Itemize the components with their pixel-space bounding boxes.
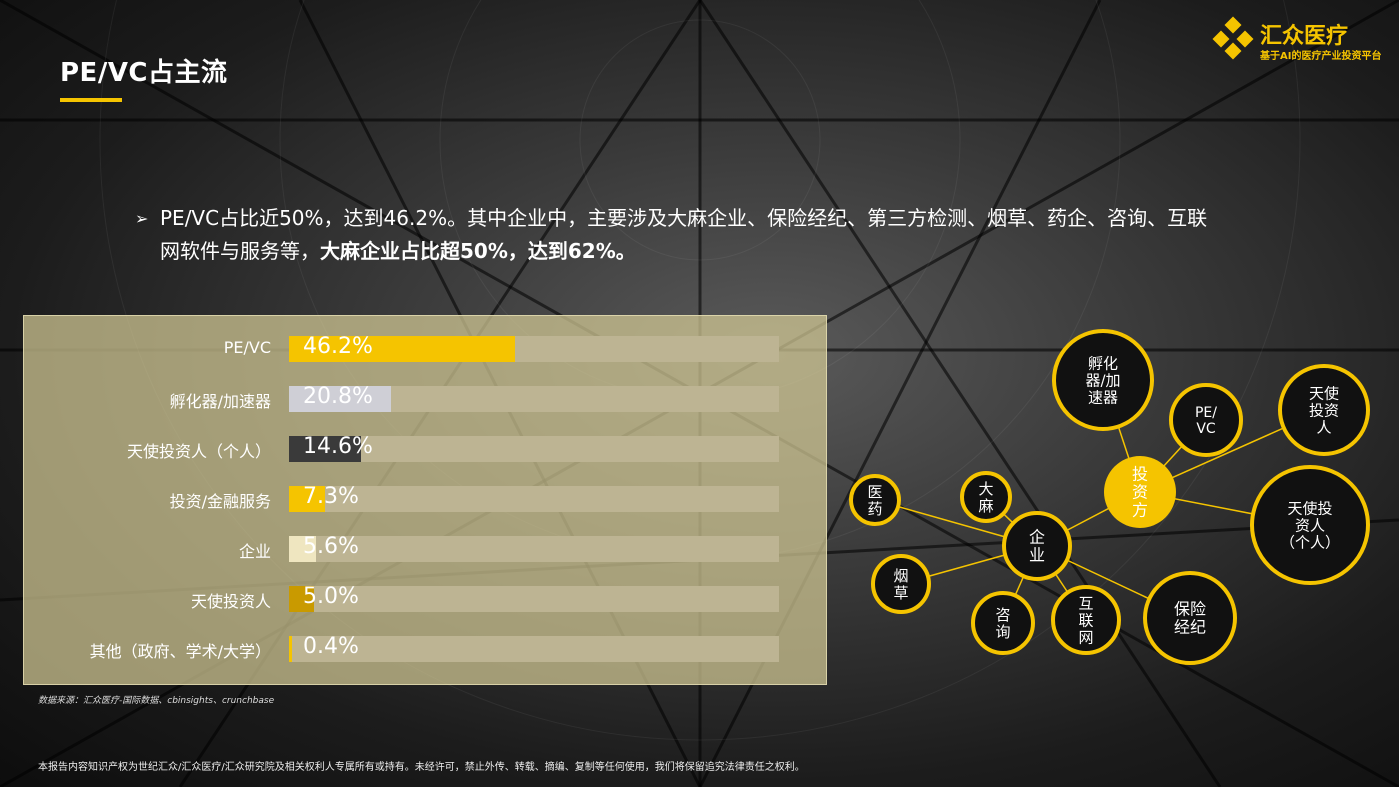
node-pevc: PE/VC [1169,383,1243,457]
node-label: 资 [1132,483,1148,502]
node-insurance: 保险经纪 [1143,571,1237,665]
bullet-arrow-icon: ➢ [135,209,149,228]
bar-track: 46.2% [289,334,779,362]
bar-label: 天使投资人 [190,592,271,611]
bar-label: 天使投资人（个人） [126,442,271,461]
node-circle [1052,329,1154,431]
bar [289,386,391,412]
data-source: 数据来源：汇众医疗-国际数据、cbinsights、crunchbase [38,696,275,706]
node-circle [1169,383,1243,457]
node-label: 保险 [1174,600,1206,619]
node-incubator: 孵化器/加速器 [1052,329,1154,431]
node-label: 器/加 [1085,371,1120,389]
bar-chart-panel: PE/VC 46.2% 孵化器/加速器 20.8% 天使投资人（个人） 14.6% 投资/金… [23,315,827,685]
node-label: 投 [1132,465,1148,484]
node-label: 互 [1078,594,1093,612]
node-label: 方 [1132,501,1148,520]
node-circle [1104,456,1176,528]
brand-logo: 汇众医疗 基于AI的医疗产业投资平台 [1210,16,1390,62]
summary-text: PE/VC占比近50%，达到46.2%。其中企业中，主要涉及大麻企业、保险经纪、… [160,202,1215,268]
node-label: 大 [978,480,993,498]
bar-label: 企业 [238,542,271,561]
node-circle [1278,364,1370,456]
bar-value-label: 46.2% [303,334,373,359]
bar [289,336,516,362]
bar [289,536,317,562]
bar-value-label: 5.6% [303,534,359,559]
title-underline [60,98,122,102]
node-circle [871,554,931,614]
node-label: 天使 [1309,384,1339,402]
node-label: VC [1196,421,1216,437]
node-label: 网 [1078,628,1093,646]
bar-value-label: 5.0% [303,584,359,609]
bar [289,636,292,662]
node-cannabis: 大麻 [960,471,1012,523]
bar-label: 孵化器/加速器 [169,392,271,411]
node-pharma: 医药 [849,474,901,526]
node-label: 烟 [893,567,908,585]
node-angel-individual: 天使投资人（个人） [1250,465,1370,585]
bar-label: 投资/金融服务 [169,492,271,511]
node-tobacco: 烟草 [871,554,931,614]
page-title: PE/VC占主流 [60,58,228,88]
bar-track: 7.3% [289,484,779,512]
investor-network-diagram: 投资方孵化器/加速器PE/VC天使投资人天使投资人（个人）企业医药大麻烟草咨询互… [849,329,1370,665]
bar-value-label: 20.8% [303,384,373,409]
summary-bullet: ➢ PE/VC占比近50%，达到46.2%。其中企业中，主要涉及大麻企业、保险经… [135,202,1215,268]
node-circle [1051,585,1121,655]
node-angel: 天使投资人 [1278,364,1370,456]
node-label: 企 [1029,528,1045,547]
bar [289,486,325,512]
logo-name: 汇众医疗 [1260,24,1349,49]
node-label: 草 [893,584,908,602]
bar-value-label: 0.4% [303,634,359,659]
logo-subtitle: 基于AI的医疗产业投资平台 [1260,51,1382,62]
node-label: 人 [1316,418,1331,436]
logo-icon [1212,16,1254,60]
node-label: 孵化 [1088,354,1118,372]
bar-track: 5.0% [289,584,779,612]
node-circle [1002,511,1072,581]
bar-track: 14.6% [289,434,779,462]
bar-track: 5.6% [289,534,779,562]
node-label: 联 [1078,611,1093,629]
bar-label: PE/VC [223,338,271,357]
node-label: （个人） [1280,533,1340,551]
node-circle [971,591,1035,655]
node-company-hub: 企业 [1002,511,1072,581]
node-label: 投资 [1309,401,1339,419]
bar [289,436,361,462]
node-label: 经纪 [1174,618,1206,637]
bar-value-label: 14.6% [303,434,373,459]
node-circle [1250,465,1370,585]
bar-track: 0.4% [289,634,779,662]
node-investor-hub: 投资方 [1104,456,1176,528]
node-consulting: 咨询 [971,591,1035,655]
node-label: 询 [995,623,1010,641]
node-internet: 互联网 [1051,585,1121,655]
node-label: 药 [867,500,882,518]
node-label: 资人 [1295,516,1325,534]
bar-label: 其他（政府、学术/大学） [89,642,271,661]
node-label: PE/ [1195,405,1217,421]
node-circle [1143,571,1237,665]
bar-track: 20.8% [289,384,779,412]
node-label: 咨 [995,606,1010,624]
node-circle [960,471,1012,523]
bar [289,586,314,612]
copyright-footer: 本报告内容知识产权为世纪汇众/汇众医疗/汇众研究院及相关权利人专属所有或持有。未… [38,762,805,773]
bar-value-label: 7.3% [303,484,359,509]
node-label: 天使投 [1287,499,1332,517]
node-label: 医 [867,483,882,501]
node-circle [849,474,901,526]
node-label: 速器 [1088,388,1118,406]
summary-text-normal: PE/VC占比近50%，达到46.2%。其中企业中，主要涉及大麻企业、保险经纪、… [160,206,1208,263]
summary-text-bold: 大麻企业占比超50%，达到62%。 [320,239,636,263]
node-label: 业 [1029,546,1045,565]
node-label: 麻 [978,497,993,515]
